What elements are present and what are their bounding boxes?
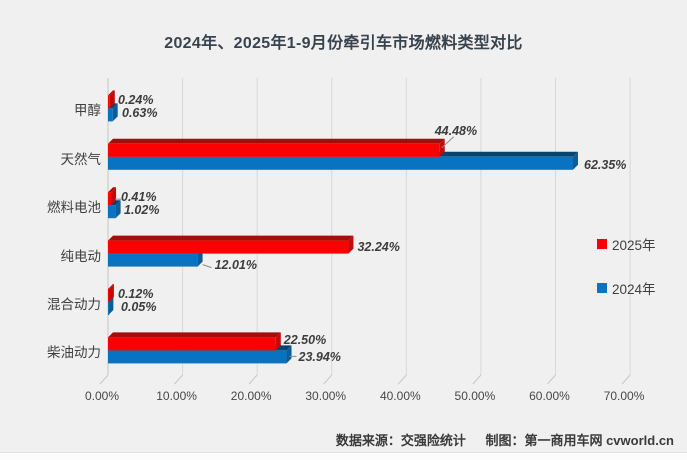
bar-2025-cat2: [108, 192, 112, 206]
bar-2025-cat2-top: [108, 187, 117, 193]
legend-label-2025: 2025年: [612, 238, 656, 253]
axis-floor-tick: [472, 374, 482, 385]
bar-2025-cat4-side: [108, 284, 114, 302]
bar-2024-cat0-side: [112, 103, 118, 122]
legend-swatch-2024-icon: [597, 283, 607, 293]
axis-floor-tick: [248, 374, 258, 385]
footer-credits: 数据来源：交强险统计 制图：第一商用车网 cvworld.cn: [336, 430, 674, 449]
axis-floor-tick: [323, 374, 333, 385]
bar-2024-cat2-side: [115, 200, 121, 219]
bar-2024-cat5: [108, 350, 287, 364]
axis-floor-tick: [174, 374, 183, 385]
axis-floor-tick: [397, 374, 407, 385]
bar-2025-cat5: [108, 337, 276, 351]
chart-credit: 制图：第一商用车网 cvworld.cn: [485, 433, 674, 448]
leader-line: [441, 136, 455, 149]
bar-2024-cat2: [108, 205, 116, 219]
bar-2024-cat3: [108, 253, 198, 267]
bar-2024-cat4-side: [108, 297, 114, 315]
legend-item-2024: 2024年: [597, 278, 656, 298]
data-source: 数据来源：交强险统计: [335, 433, 466, 448]
bar-2024-cat4: [108, 302, 110, 315]
bottom-strip: [0, 452, 687, 460]
legend-swatch-2025-icon: [597, 239, 607, 249]
bar-2025-cat0: [108, 95, 110, 109]
axis-floor-tick: [621, 374, 631, 385]
axis-floor-tick: [547, 374, 556, 385]
bar-2025-cat2-side: [111, 187, 117, 206]
bar-2025-cat0-top: [108, 90, 115, 96]
bar-2024-cat0: [108, 108, 113, 122]
legend-item-2025: 2025年: [597, 234, 656, 254]
bar-2024-cat5-side: [286, 345, 292, 364]
axis-floor-tick: [99, 374, 109, 385]
bar-2025-cat3-top: [108, 235, 354, 241]
bar-2025-cat4-top: [108, 284, 114, 289]
leader-line: [202, 264, 212, 269]
bar-2024-cat1: [108, 156, 574, 170]
bar-2025-cat3-side: [348, 235, 354, 254]
bar-2025-cat5-side: [275, 332, 281, 351]
legend: 2025年 2024年: [597, 234, 656, 298]
chart-title: 2024年、2025年1-9月份牵引车市场燃料类型对比: [164, 35, 523, 52]
bar-2025-cat0-side: [109, 90, 115, 109]
bar-2025-cat1-top: [108, 138, 445, 144]
bar-2024-cat1-side: [573, 151, 579, 170]
bar-2025-cat4: [108, 289, 110, 302]
legend-label-2024: 2024年: [612, 282, 656, 297]
bar-2025-cat3: [108, 240, 349, 254]
bar-2025-cat5-top: [108, 332, 281, 338]
bar-2025-cat1: [108, 143, 440, 157]
